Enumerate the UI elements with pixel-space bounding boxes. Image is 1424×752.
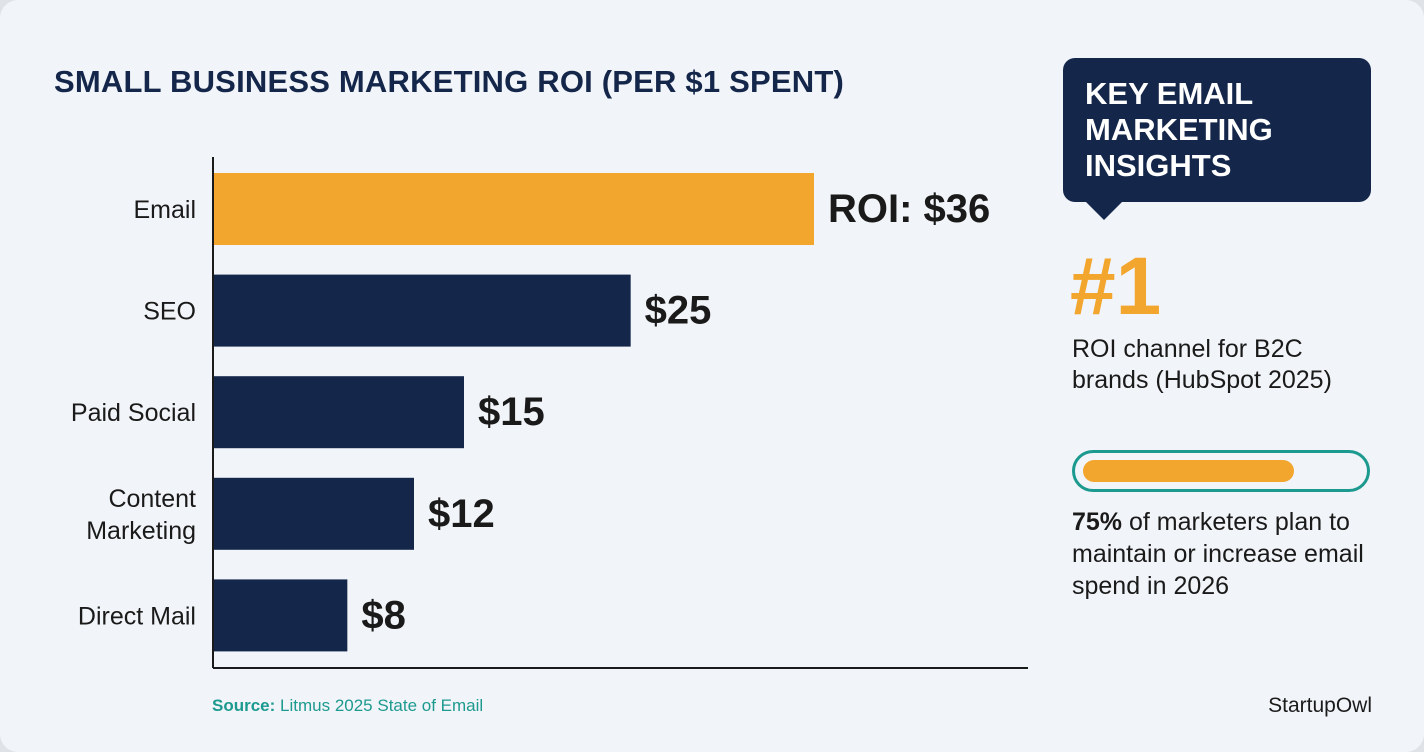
email-spend-progress-bar	[1072, 450, 1370, 492]
category-label-seo: SEO	[143, 298, 196, 326]
brand-name: StartupOwl	[1268, 694, 1372, 717]
stat-description: of marketers plan to maintain or increas…	[1072, 508, 1364, 600]
bar-paid-social	[214, 376, 464, 449]
chart-title: SMALL BUSINESS MARKETING ROI (PER $1 SPE…	[54, 64, 845, 99]
category-label-email: Email	[133, 196, 196, 224]
progress-fill	[1083, 460, 1294, 482]
value-label-paid-social: $15	[478, 390, 545, 434]
value-label-content-marketing: $12	[428, 492, 495, 536]
source-note: Source: Litmus 2025 State of Email	[212, 696, 483, 716]
bar-email	[214, 173, 814, 245]
spend-stat: 75% of marketers plan to maintain or inc…	[1072, 506, 1377, 602]
category-label-paid-social: Paid Social	[71, 399, 196, 427]
rank-description: ROI channel for B2C brands (HubSpot 2025…	[1072, 335, 1332, 394]
value-label-email: ROI: $36	[828, 187, 990, 231]
source-label: Source:	[212, 696, 276, 715]
category-label-direct-mail: Direct Mail	[78, 602, 196, 630]
roi-bar-chart: ROI: $36 Email $25 SEO $15 Paid Social $12 Cont…	[71, 157, 1028, 669]
rank-number: #1	[1070, 241, 1162, 332]
source-text: Litmus 2025 State of Email	[275, 696, 484, 715]
callout-pointer	[1084, 200, 1124, 220]
stat-percentage: 75%	[1072, 508, 1123, 536]
value-label-seo: $25	[645, 289, 712, 333]
insights-callout: KEY EMAIL MARKETING INSIGHTS	[1063, 58, 1371, 202]
value-label-direct-mail: $8	[361, 593, 406, 637]
insights-title: KEY EMAIL MARKETING INSIGHTS	[1085, 76, 1273, 183]
bar-direct-mail	[214, 579, 348, 652]
bar-seo	[214, 274, 631, 347]
bar-content-marketing	[214, 477, 414, 550]
category-label-content-marketing: Content Marketing	[86, 485, 196, 545]
